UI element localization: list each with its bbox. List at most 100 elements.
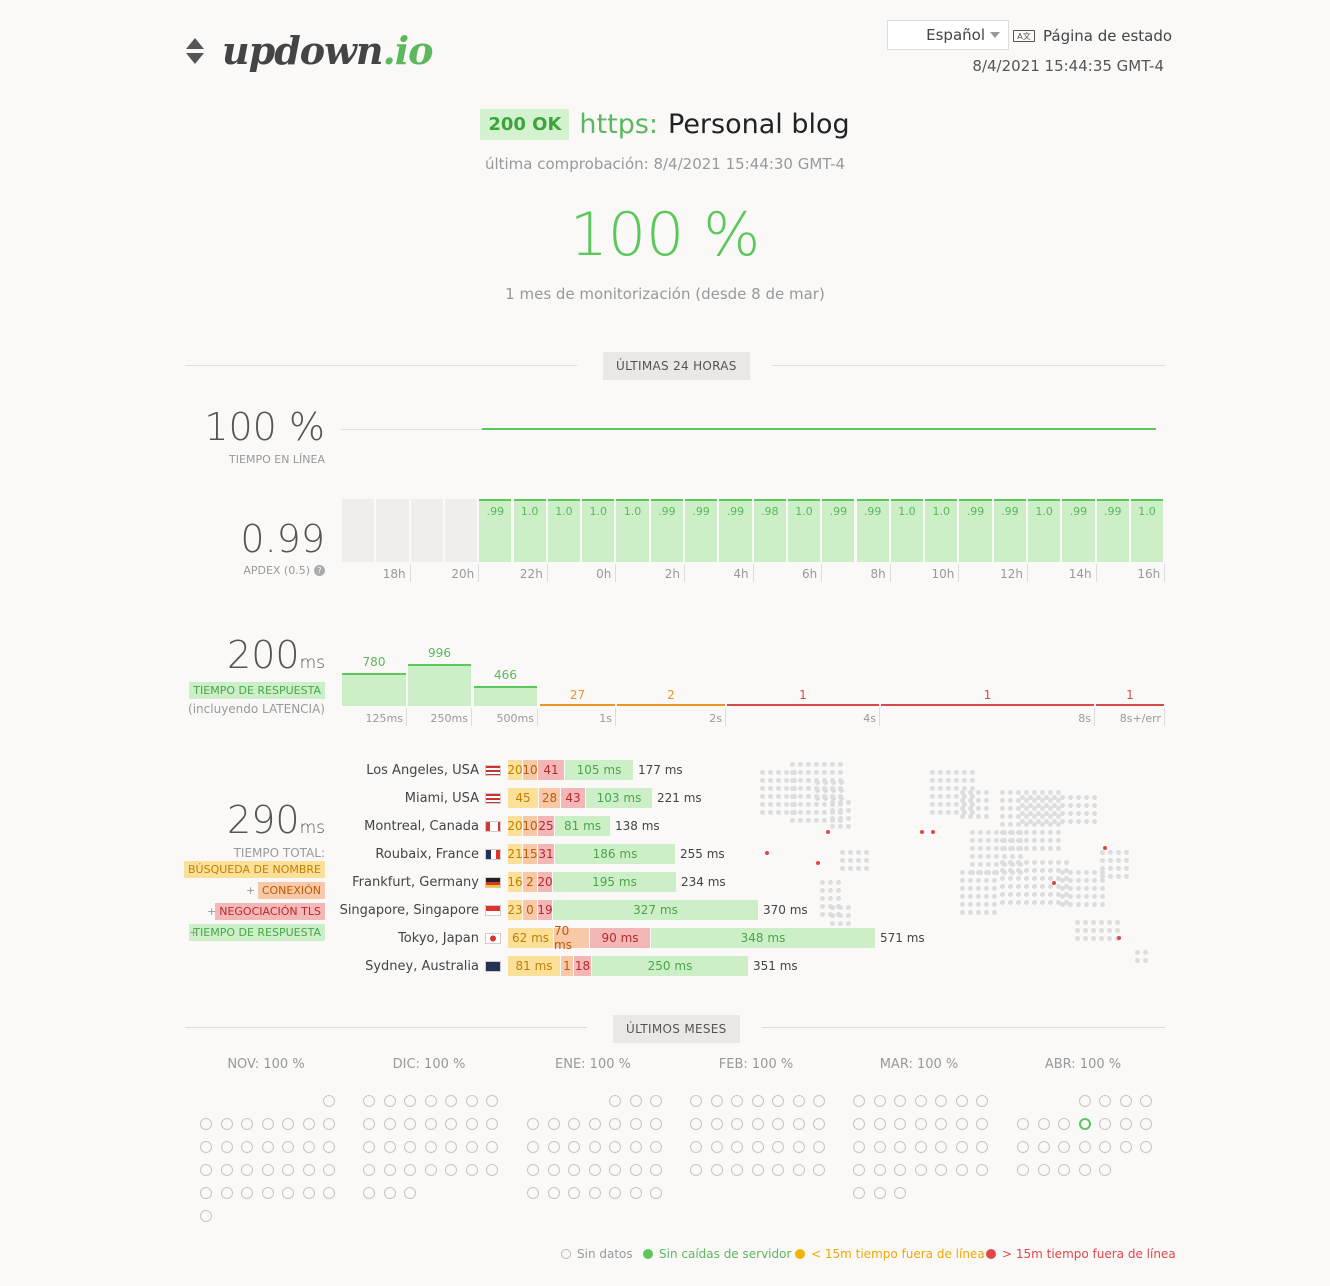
timing-dns[interactable]: 20 bbox=[507, 816, 523, 836]
day-circle[interactable] bbox=[404, 1118, 416, 1130]
day-circle[interactable] bbox=[220, 1118, 233, 1130]
apdex-bar[interactable]: 1.0 bbox=[925, 499, 958, 562]
timing-dns[interactable]: 21 bbox=[507, 844, 523, 864]
day-circle[interactable] bbox=[220, 1141, 233, 1153]
day-circle[interactable] bbox=[220, 1164, 233, 1176]
day-circle[interactable] bbox=[609, 1187, 621, 1199]
day-circle[interactable] bbox=[690, 1141, 702, 1153]
day-circle[interactable] bbox=[1078, 1141, 1091, 1153]
day-circle[interactable] bbox=[282, 1118, 294, 1130]
day-circle[interactable] bbox=[547, 1118, 560, 1130]
apdex-bar[interactable]: .99 bbox=[650, 499, 683, 562]
day-circle[interactable] bbox=[200, 1210, 212, 1222]
apdex-bar[interactable]: 1.0 bbox=[1028, 499, 1061, 562]
day-circle[interactable] bbox=[772, 1164, 784, 1176]
day-circle[interactable] bbox=[935, 1141, 947, 1153]
day-circle[interactable] bbox=[772, 1118, 784, 1130]
day-circle[interactable] bbox=[751, 1164, 764, 1176]
timing-rsp[interactable]: 327 ms bbox=[553, 900, 758, 920]
day-circle[interactable] bbox=[363, 1118, 375, 1130]
timing-con[interactable]: 1 bbox=[561, 956, 573, 976]
day-circle[interactable] bbox=[1140, 1118, 1152, 1130]
day-circle[interactable] bbox=[935, 1164, 947, 1176]
timing-dns[interactable]: 45 bbox=[508, 788, 538, 808]
day-circle[interactable] bbox=[609, 1118, 621, 1130]
day-circle[interactable] bbox=[424, 1095, 437, 1107]
day-circle[interactable] bbox=[404, 1141, 416, 1153]
day-circle[interactable] bbox=[650, 1164, 662, 1176]
day-circle[interactable] bbox=[527, 1164, 539, 1176]
day-circle[interactable] bbox=[323, 1164, 335, 1176]
timing-dns[interactable]: 62 ms bbox=[508, 928, 553, 948]
apdex-bar[interactable]: .98 bbox=[753, 499, 786, 562]
day-circle[interactable] bbox=[690, 1118, 702, 1130]
day-circle[interactable] bbox=[323, 1118, 335, 1130]
apdex-bar[interactable]: .99 bbox=[719, 499, 752, 562]
day-circle[interactable] bbox=[282, 1141, 294, 1153]
apdex-bar[interactable]: 1.0 bbox=[787, 499, 821, 562]
day-circle[interactable] bbox=[1058, 1164, 1070, 1176]
day-circle[interactable] bbox=[935, 1095, 947, 1107]
status-page-link[interactable]: A文 Página de estado bbox=[1013, 27, 1172, 45]
day-circle[interactable] bbox=[650, 1095, 662, 1107]
day-circle[interactable] bbox=[710, 1164, 723, 1176]
day-circle[interactable] bbox=[445, 1141, 457, 1153]
day-circle[interactable] bbox=[200, 1141, 212, 1153]
day-circle[interactable] bbox=[873, 1187, 886, 1199]
day-circle[interactable] bbox=[363, 1095, 375, 1107]
day-circle[interactable] bbox=[261, 1118, 274, 1130]
apdex-bar[interactable]: .99 bbox=[856, 499, 889, 562]
day-circle[interactable] bbox=[914, 1141, 927, 1153]
day-circle[interactable] bbox=[914, 1164, 927, 1176]
day-circle[interactable] bbox=[220, 1187, 233, 1199]
day-circle[interactable] bbox=[690, 1164, 702, 1176]
day-circle[interactable] bbox=[588, 1164, 601, 1176]
day-circle[interactable] bbox=[1078, 1164, 1091, 1176]
timing-con[interactable]: 70 ms bbox=[554, 924, 589, 952]
day-circle[interactable] bbox=[588, 1187, 601, 1199]
day-circle[interactable] bbox=[914, 1095, 927, 1107]
day-circle[interactable] bbox=[1119, 1118, 1132, 1130]
day-circle[interactable] bbox=[813, 1095, 825, 1107]
day-circle[interactable] bbox=[629, 1164, 642, 1176]
day-circle[interactable] bbox=[650, 1141, 662, 1153]
day-circle[interactable] bbox=[1078, 1095, 1091, 1107]
apdex-bar[interactable]: .99 bbox=[1096, 499, 1129, 562]
day-circle[interactable] bbox=[772, 1141, 784, 1153]
day-circle[interactable] bbox=[792, 1141, 805, 1153]
response-bar[interactable] bbox=[342, 673, 406, 706]
day-circle[interactable] bbox=[323, 1095, 335, 1107]
timing-con[interactable]: 28 bbox=[539, 788, 560, 808]
day-circle[interactable] bbox=[1017, 1141, 1029, 1153]
day-circle[interactable] bbox=[1078, 1118, 1091, 1130]
response-bar[interactable] bbox=[474, 686, 537, 706]
day-circle[interactable] bbox=[261, 1141, 274, 1153]
day-circle[interactable] bbox=[445, 1118, 457, 1130]
day-circle[interactable] bbox=[1058, 1141, 1070, 1153]
apdex-bar[interactable]: 1.0 bbox=[616, 499, 649, 562]
day-circle[interactable] bbox=[873, 1141, 886, 1153]
day-circle[interactable] bbox=[527, 1187, 539, 1199]
day-circle[interactable] bbox=[200, 1118, 212, 1130]
timing-rsp[interactable]: 348 ms bbox=[651, 928, 875, 948]
timing-tls[interactable]: 90 ms bbox=[590, 928, 650, 948]
day-circle[interactable] bbox=[588, 1141, 601, 1153]
day-circle[interactable] bbox=[383, 1187, 396, 1199]
day-circle[interactable] bbox=[424, 1164, 437, 1176]
day-circle[interactable] bbox=[241, 1187, 253, 1199]
day-circle[interactable] bbox=[1099, 1164, 1111, 1176]
day-circle[interactable] bbox=[465, 1141, 478, 1153]
day-circle[interactable] bbox=[1099, 1095, 1111, 1107]
day-circle[interactable] bbox=[261, 1187, 274, 1199]
response-line[interactable] bbox=[540, 704, 615, 706]
day-circle[interactable] bbox=[710, 1095, 723, 1107]
day-circle[interactable] bbox=[894, 1187, 906, 1199]
day-circle[interactable] bbox=[383, 1141, 396, 1153]
day-circle[interactable] bbox=[813, 1141, 825, 1153]
question-circle-icon[interactable]: ? bbox=[314, 565, 325, 576]
day-circle[interactable] bbox=[527, 1118, 539, 1130]
day-circle[interactable] bbox=[935, 1118, 947, 1130]
day-circle[interactable] bbox=[486, 1118, 498, 1130]
day-circle[interactable] bbox=[894, 1095, 906, 1107]
day-circle[interactable] bbox=[465, 1095, 478, 1107]
